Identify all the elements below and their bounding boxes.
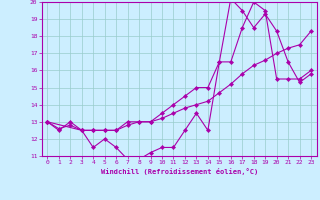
X-axis label: Windchill (Refroidissement éolien,°C): Windchill (Refroidissement éolien,°C) [100,168,258,175]
